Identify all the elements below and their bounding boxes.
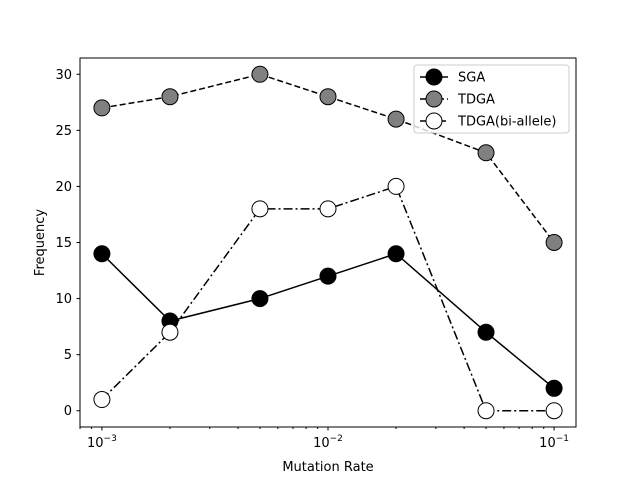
y-axis-ticks: 0 5 10 15 20 25 30	[55, 68, 80, 419]
data-point-1-6	[545, 234, 563, 251]
data-point-1-2	[251, 65, 269, 83]
legend: SGA TDGA TDGA(bi-allele)	[413, 64, 570, 134]
data-point-0-0	[93, 245, 111, 263]
x-axis-ticks: 10−3 10−2 10−1	[79, 427, 569, 451]
data-point-0-5	[477, 323, 495, 341]
y-tick-label-5: 25	[55, 124, 72, 139]
series-markers	[93, 65, 563, 420]
data-point-1-5	[477, 144, 495, 162]
data-point-2-2	[251, 200, 269, 218]
legend-label-1: TDGA	[457, 93, 495, 108]
data-point-2-1	[161, 323, 179, 341]
legend-label-0: SGA	[458, 71, 485, 86]
y-tick-label-3: 15	[55, 236, 72, 251]
legend-marker-1	[425, 90, 443, 108]
legend-box	[413, 64, 570, 134]
x-tick-label-2: 10−1	[539, 434, 569, 451]
y-tick-label-1: 5	[64, 348, 72, 363]
y-axis-label: Frequency	[33, 209, 48, 276]
data-point-2-4	[387, 177, 405, 195]
y-tick-label-2: 10	[55, 292, 72, 307]
legend-marker-0	[425, 68, 443, 86]
x-tick-label-1: 10−2	[313, 434, 343, 451]
data-point-0-2	[251, 290, 269, 308]
y-tick-label-6: 30	[55, 68, 72, 83]
data-point-0-4	[387, 245, 405, 263]
data-point-2-3	[319, 200, 337, 218]
data-point-0-6	[545, 379, 563, 397]
x-axis-label: Mutation Rate	[282, 460, 373, 475]
data-point-2-6	[545, 402, 563, 420]
data-point-1-4	[387, 110, 405, 128]
data-point-1-0	[93, 99, 111, 117]
data-point-2-0	[93, 391, 111, 409]
y-tick-label-4: 20	[55, 180, 72, 195]
data-point-0-3	[319, 267, 337, 285]
x-tick-label-0: 10−3	[87, 434, 117, 451]
data-point-1-3	[319, 88, 337, 106]
legend-marker-2	[425, 112, 443, 130]
y-tick-label-0: 0	[64, 404, 72, 419]
data-point-1-1	[161, 88, 179, 106]
legend-label-2: TDGA(bi-allele)	[457, 115, 556, 130]
data-point-2-5	[477, 402, 495, 420]
